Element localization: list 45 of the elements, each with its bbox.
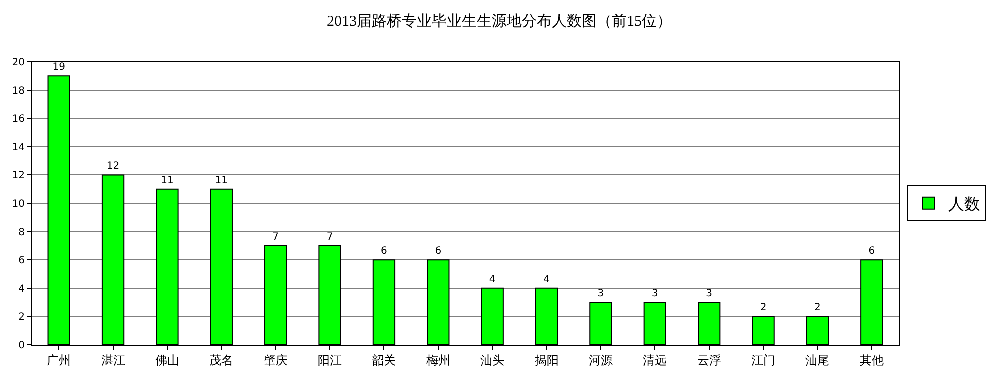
y-tick-label: 16 <box>12 114 25 126</box>
x-tick-label: 阳江 <box>318 353 342 368</box>
x-tick-label: 清远 <box>643 353 668 368</box>
data-label: 3 <box>706 288 713 300</box>
x-tick-label: 揭阳 <box>534 353 559 368</box>
data-label: 7 <box>272 232 280 243</box>
y-tick-label: 10 <box>12 199 25 210</box>
y-tick-label: 4 <box>18 284 25 295</box>
data-label: 6 <box>435 246 442 258</box>
x-tick-label: 广州 <box>47 353 72 368</box>
x-tick-label: 河源 <box>588 353 613 368</box>
x-tick-label: 佛山 <box>155 353 180 368</box>
data-label: 6 <box>868 246 876 258</box>
data-label: 2 <box>760 302 767 314</box>
y-tick-label: 18 <box>12 86 25 97</box>
data-label: 7 <box>326 232 334 243</box>
x-tick-label: 汕尾 <box>806 353 830 368</box>
data-label: 3 <box>652 288 658 300</box>
y-tick-label: 14 <box>12 142 25 154</box>
data-label: 3 <box>598 288 604 300</box>
x-tick-label: 茂名 <box>210 353 234 368</box>
y-tick-label: 0 <box>18 340 25 352</box>
data-label: 12 <box>106 161 120 172</box>
x-tick-label: 韶关 <box>372 353 396 368</box>
y-tick-label: 12 <box>12 170 25 182</box>
data-label: 11 <box>215 175 228 186</box>
y-tick-label: 8 <box>18 227 25 238</box>
data-label: 2 <box>814 302 821 314</box>
x-tick-label: 云浮 <box>697 353 722 368</box>
data-label: 19 <box>52 62 66 74</box>
data-label: 4 <box>544 274 550 286</box>
x-tick-label: 梅州 <box>425 353 450 368</box>
x-tick-label: 汕头 <box>480 353 505 368</box>
x-tick-label: 其他 <box>860 353 884 368</box>
y-tick-label: 20 <box>12 58 25 68</box>
x-tick-label: 湛江 <box>101 353 126 368</box>
data-label: 11 <box>161 175 174 186</box>
chart-title: 2013届路桥专业毕业生生源地分布人数图（前15位） <box>327 12 672 30</box>
x-tick-label: 肇庆 <box>264 353 288 368</box>
y-tick-label: 2 <box>18 312 25 324</box>
x-tick-label: 江门 <box>752 353 776 368</box>
y-tick-label: 6 <box>18 256 25 267</box>
legend-label: 人数 <box>948 194 981 214</box>
data-label: 4 <box>489 274 496 286</box>
data-label: 6 <box>381 246 388 258</box>
